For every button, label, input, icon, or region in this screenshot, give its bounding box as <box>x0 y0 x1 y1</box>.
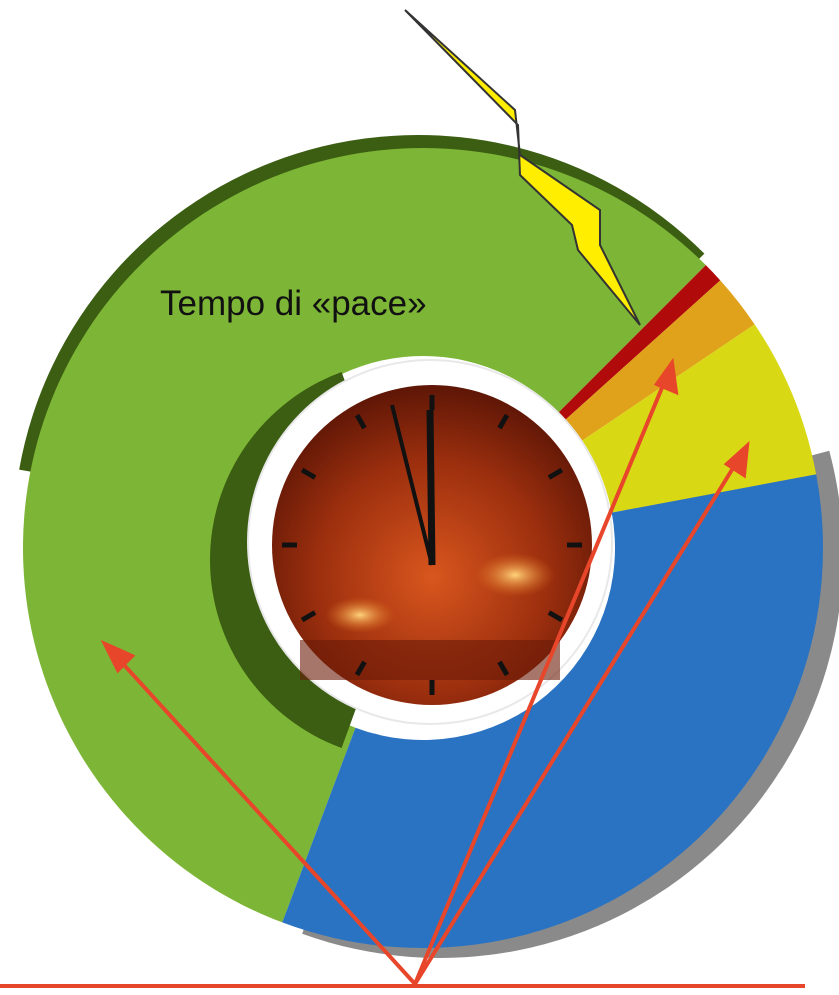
clock-blast <box>475 553 555 597</box>
clock-blast <box>325 597 395 633</box>
clock-city <box>300 640 560 680</box>
segment-label: Tempo di «pace» <box>160 284 427 323</box>
diagram: Tempo di «pace» <box>0 0 839 995</box>
clock-hour-hand <box>430 410 432 565</box>
